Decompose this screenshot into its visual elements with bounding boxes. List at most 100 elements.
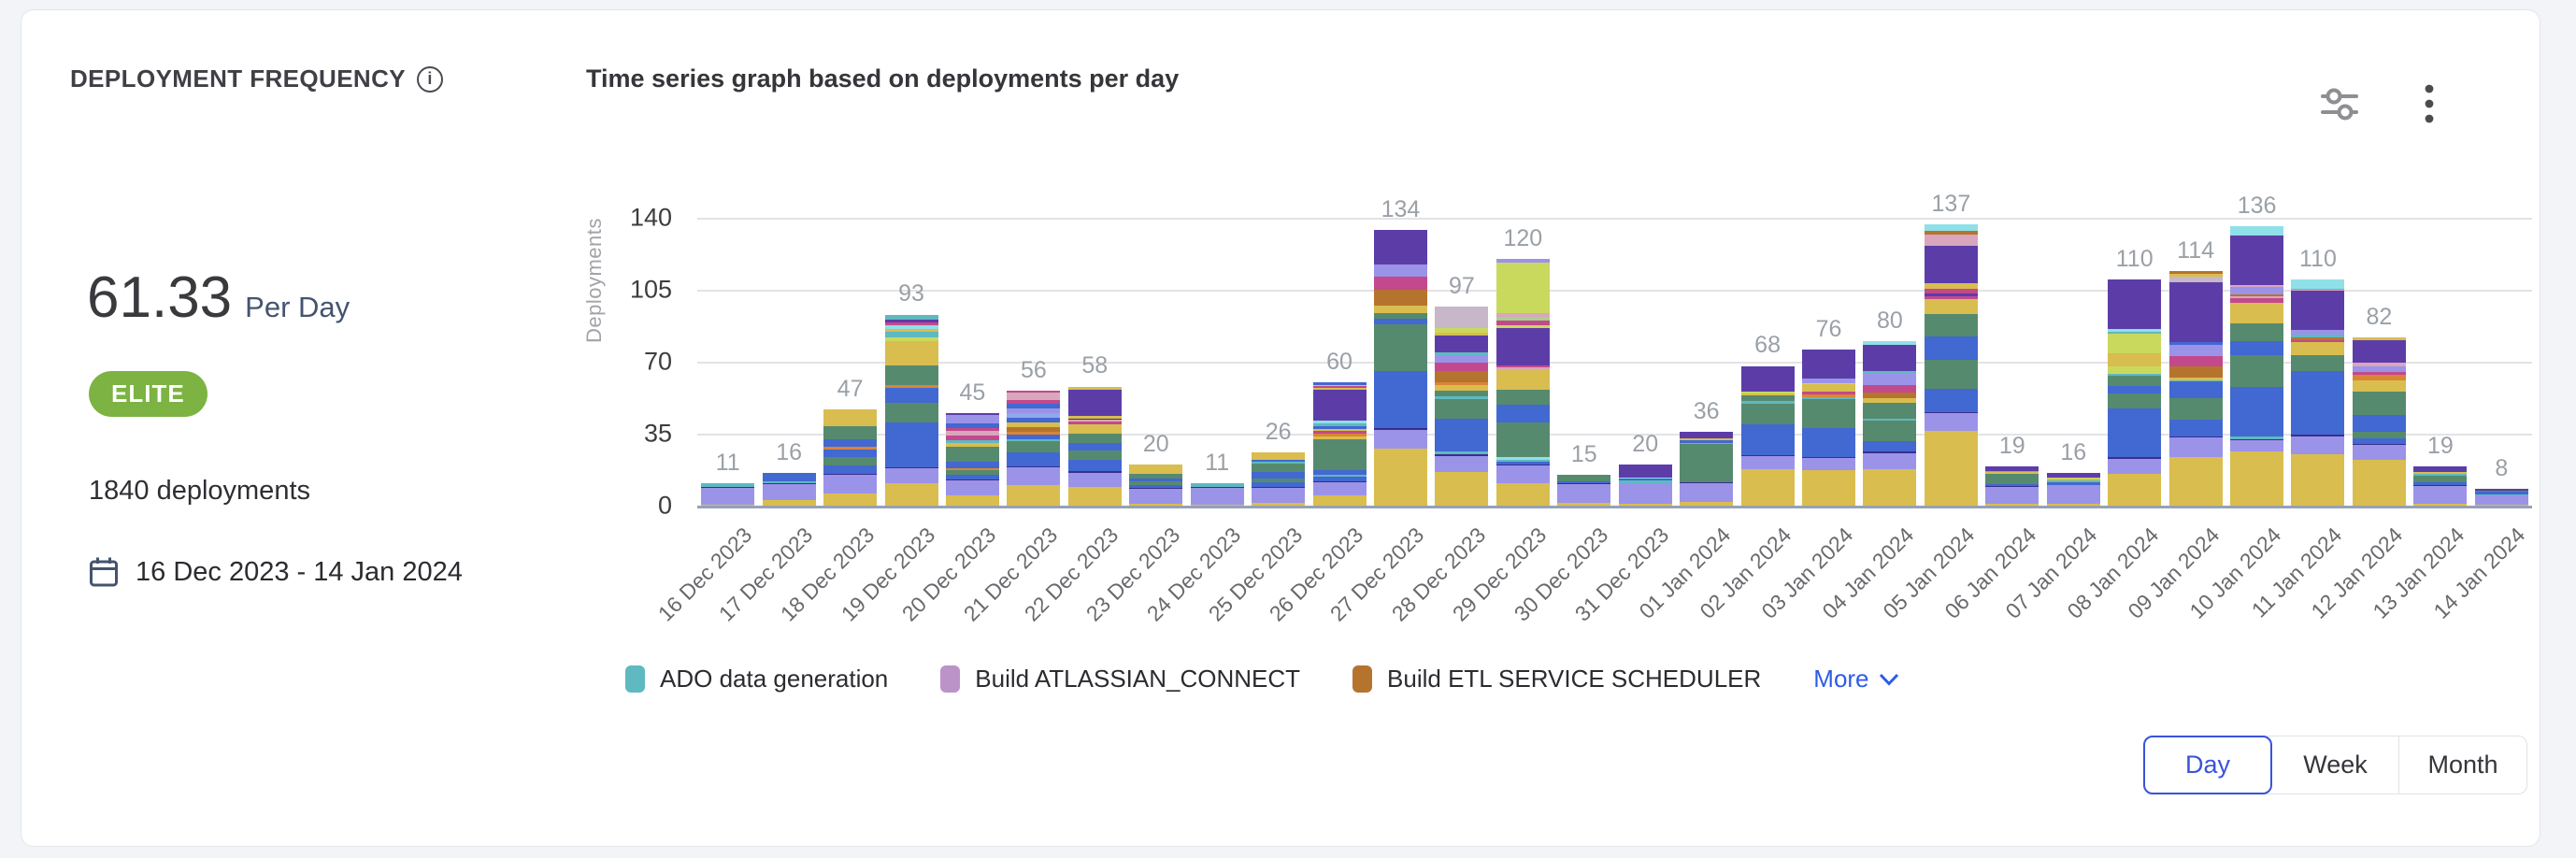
- bar-14-jan-2024[interactable]: [2474, 489, 2528, 506]
- bar-23-dec-2023[interactable]: [1129, 465, 1183, 506]
- bar-segment: [1435, 385, 1489, 392]
- bar-segment: [2352, 437, 2406, 444]
- bar-segment: [1252, 451, 1306, 460]
- bar-21-dec-2023[interactable]: [1007, 390, 1061, 506]
- bar-28-dec-2023[interactable]: [1435, 306, 1489, 506]
- bar-segment: [1129, 488, 1183, 504]
- bar-segment: [1740, 439, 1795, 455]
- bar-18-dec-2023[interactable]: [823, 408, 878, 506]
- bar-05-jan-2024[interactable]: [1924, 223, 1978, 506]
- legend-item[interactable]: ADO data generation: [625, 665, 888, 694]
- filter-sliders-icon[interactable]: [2319, 83, 2360, 124]
- granularity-month-button[interactable]: Month: [2399, 736, 2526, 794]
- bar-17-dec-2023[interactable]: [762, 472, 816, 506]
- bar-segment: [1924, 336, 1978, 360]
- bar-segment: [1312, 382, 1367, 385]
- bar-segment: [2108, 328, 2162, 332]
- bar-10-jan-2024[interactable]: [2230, 225, 2284, 506]
- bar-value-label: 110: [2299, 246, 2337, 272]
- chart-legend: ADO data generation Build ATLASSIAN_CONNE…: [625, 665, 1899, 694]
- bar-segment: [884, 325, 938, 329]
- bar-02-jan-2024[interactable]: [1740, 365, 1795, 506]
- bar-segment: [1129, 474, 1183, 479]
- bar-08-jan-2024[interactable]: [2108, 279, 2162, 506]
- bar-03-jan-2024[interactable]: [1802, 349, 1856, 506]
- bar-segment: [1985, 487, 2039, 504]
- bar-segment: [1680, 444, 1734, 482]
- bar-27-dec-2023[interactable]: [1373, 230, 1427, 506]
- bar-value-label: 36: [1693, 397, 1720, 424]
- legend-item[interactable]: Build ATLASSIAN_CONNECT: [940, 665, 1300, 694]
- bar-30-dec-2023[interactable]: [1557, 475, 1611, 506]
- bar-segment: [2474, 504, 2528, 506]
- bar-segment: [2352, 374, 2406, 380]
- granularity-day-button[interactable]: Day: [2143, 736, 2272, 794]
- bar-segment: [2108, 365, 2162, 374]
- bar-value-label: 45: [959, 379, 986, 406]
- bar-12-jan-2024[interactable]: [2352, 336, 2406, 506]
- bar-segment: [2230, 295, 2284, 299]
- bar-07-jan-2024[interactable]: [2046, 472, 2100, 506]
- bar-segment: [1740, 403, 1795, 424]
- bar-20-dec-2023[interactable]: [945, 413, 999, 506]
- bar-04-jan-2024[interactable]: [1863, 341, 1917, 506]
- bar-segment: [823, 408, 878, 427]
- bar-segment: [823, 457, 878, 466]
- bar-29-dec-2023[interactable]: [1496, 259, 1550, 506]
- bar-segment: [1312, 434, 1367, 436]
- bar-segment: [1067, 486, 1122, 506]
- bar-24-dec-2023[interactable]: [1190, 482, 1244, 506]
- bar-value-label: 136: [2237, 192, 2277, 219]
- bar-19-dec-2023[interactable]: [884, 314, 938, 506]
- bar-26-dec-2023[interactable]: [1312, 382, 1367, 506]
- bar-segment: [884, 422, 938, 467]
- bar-segment: [1802, 396, 1856, 400]
- kebab-menu-icon[interactable]: [2409, 83, 2450, 124]
- gridline: [697, 218, 2532, 220]
- bar-segment: [1067, 443, 1122, 450]
- bar-16-dec-2023[interactable]: [701, 482, 755, 506]
- bar-25-dec-2023[interactable]: [1252, 451, 1306, 506]
- bar-segment: [1985, 473, 2039, 485]
- bar-segment: [2230, 225, 2284, 236]
- legend-swatch-icon: [625, 665, 645, 693]
- bar-segment: [1496, 459, 1550, 463]
- bar-segment: [2291, 288, 2345, 290]
- bar-segment: [1312, 384, 1367, 387]
- bar-segment: [2168, 437, 2223, 457]
- granularity-week-button[interactable]: Week: [2272, 736, 2399, 794]
- bar-segment: [1007, 418, 1061, 422]
- bar-segment: [2230, 354, 2284, 369]
- bar-segment: [1863, 384, 1917, 393]
- bar-segment: [2046, 503, 2100, 506]
- bar-segment: [2413, 485, 2468, 486]
- bar-segment: [1007, 390, 1061, 393]
- bar-segment: [884, 340, 938, 365]
- bar-segment: [2230, 323, 2284, 342]
- bar-segment: [1067, 459, 1122, 472]
- bar-segment: [1373, 264, 1427, 278]
- bar-segment: [1680, 442, 1734, 445]
- metric-unit: Per Day: [245, 291, 351, 323]
- bar-segment: [1924, 388, 1978, 412]
- frequency-metric: 61.33 Per Day: [87, 265, 350, 331]
- bar-segment: [2046, 478, 2100, 479]
- bar-segment: [1802, 428, 1856, 457]
- bar-segment: [2230, 303, 2284, 324]
- bar-09-jan-2024[interactable]: [2168, 271, 2223, 506]
- bar-11-jan-2024[interactable]: [2291, 279, 2345, 506]
- bar-13-jan-2024[interactable]: [2413, 466, 2468, 506]
- bar-segment: [1129, 503, 1183, 506]
- bar-segment: [1618, 465, 1672, 478]
- bar-22-dec-2023[interactable]: [1067, 386, 1122, 506]
- bar-01-jan-2024[interactable]: [1680, 431, 1734, 506]
- bar-segment: [1129, 478, 1183, 482]
- bar-segment: [1312, 425, 1367, 429]
- legend-item[interactable]: Build ETL SERVICE SCHEDULER: [1352, 665, 1761, 694]
- info-icon[interactable]: i: [417, 65, 444, 93]
- bar-31-dec-2023[interactable]: [1618, 465, 1672, 506]
- bar-06-jan-2024[interactable]: [1985, 466, 2039, 506]
- legend-more-link[interactable]: More: [1813, 665, 1898, 694]
- bar-segment: [1802, 394, 1856, 397]
- bar-segment: [2230, 341, 2284, 355]
